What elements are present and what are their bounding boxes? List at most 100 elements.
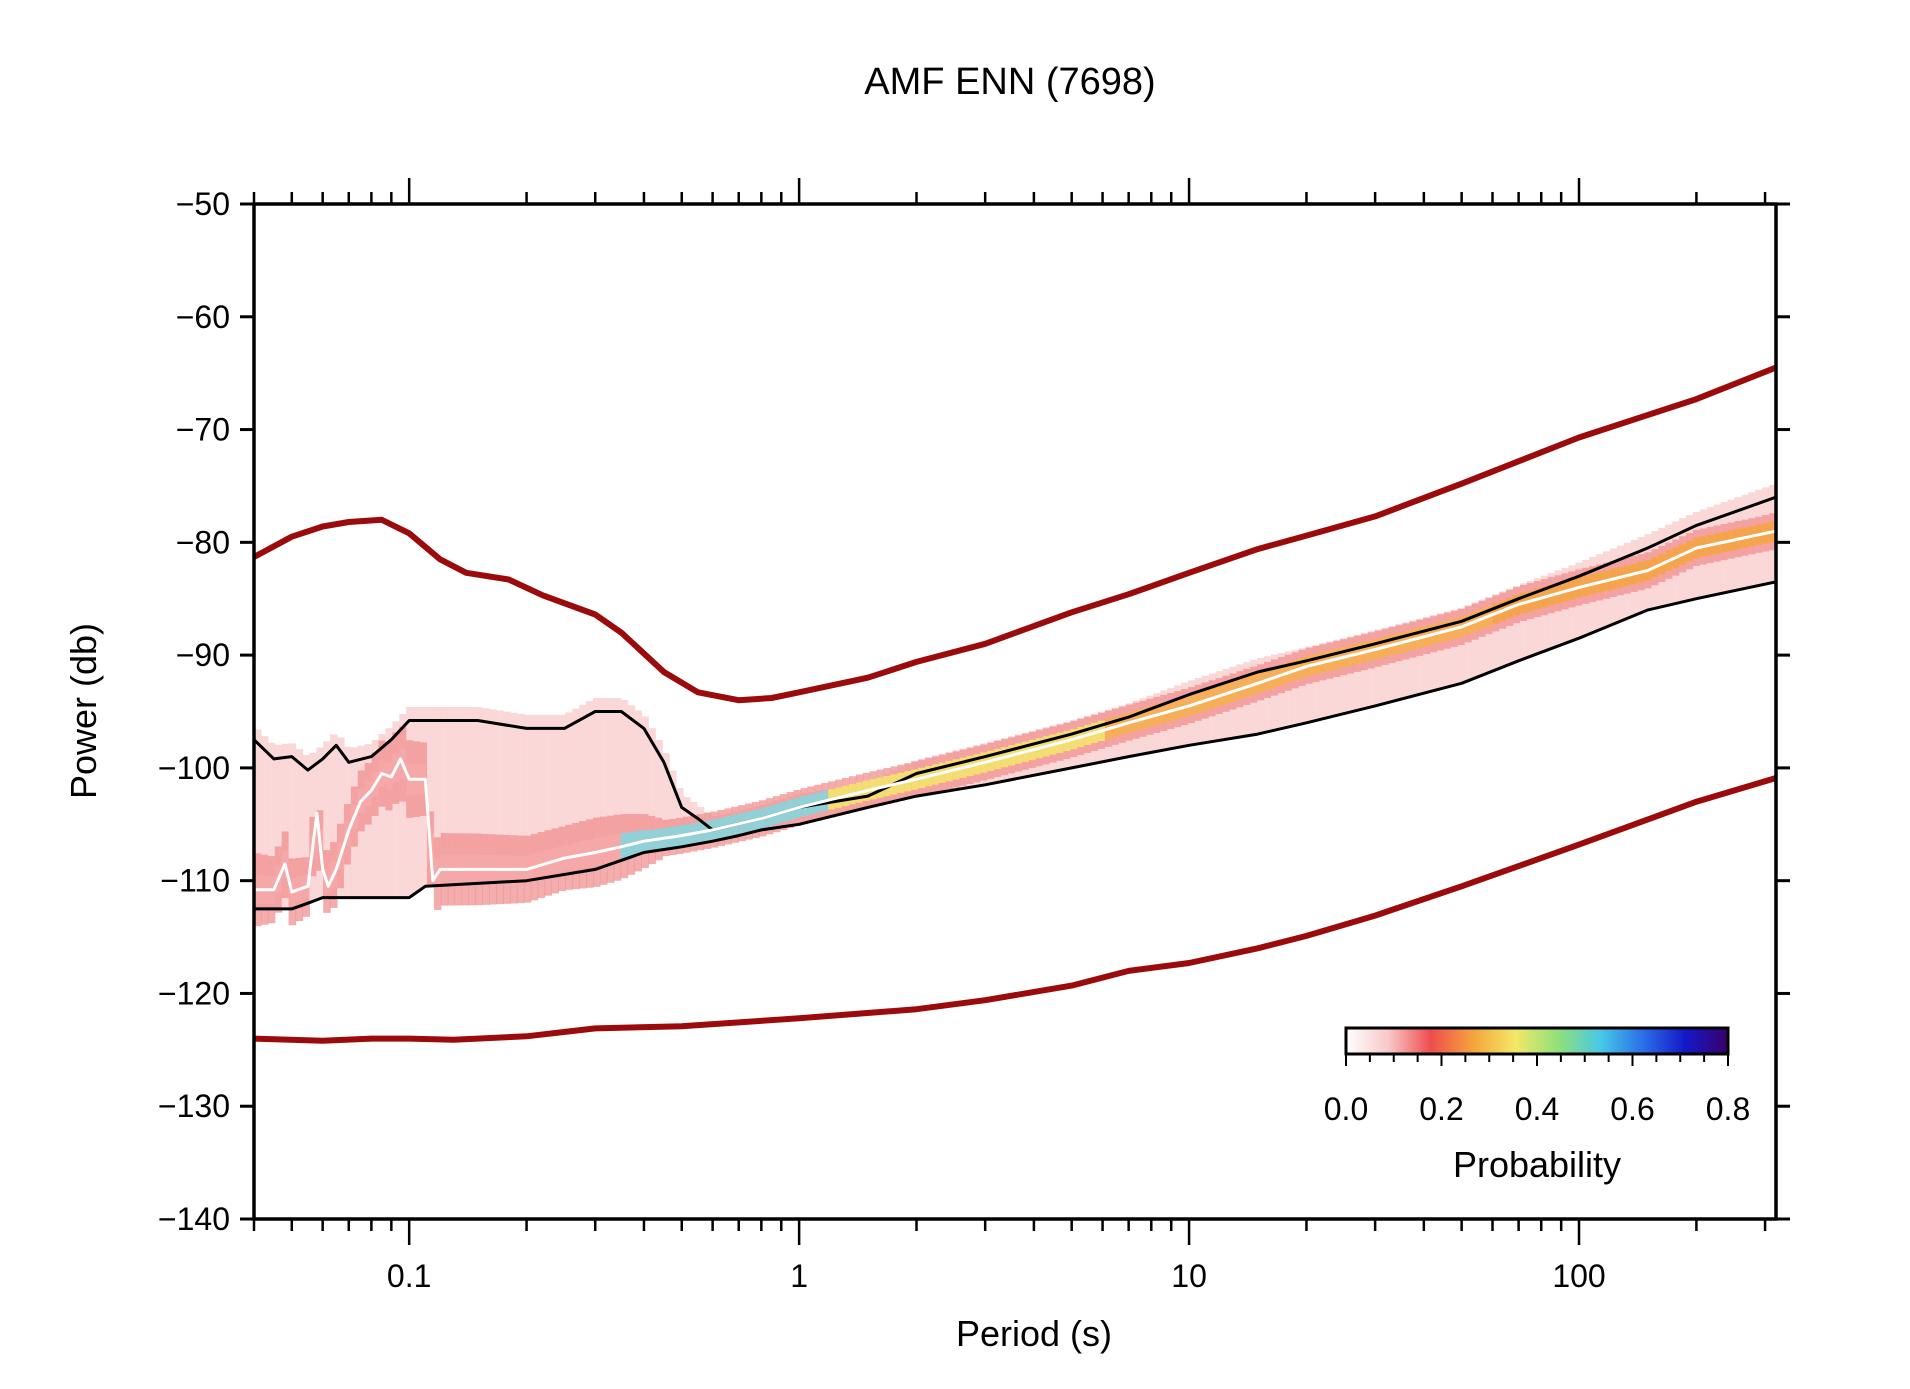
density-cell (572, 708, 580, 873)
colorbar-tick-label: 0.0 (1324, 1091, 1368, 1127)
series-line-upper-percentile (254, 495, 1776, 832)
density-cell (371, 739, 380, 898)
density-cell (447, 706, 456, 885)
colorbar-tick-label: 0.6 (1610, 1091, 1654, 1127)
y-tick-label: −50 (176, 186, 230, 222)
density-cell (1423, 616, 1431, 693)
density-cell (254, 729, 262, 909)
y-tick-label: −60 (176, 299, 230, 335)
density-cell (1395, 624, 1404, 700)
density-cell (1430, 615, 1438, 691)
density-cell (620, 700, 629, 860)
density-cell (1340, 638, 1348, 714)
density-cell (1319, 643, 1327, 719)
density-cell (634, 710, 643, 855)
density-cell (288, 743, 297, 909)
density-cell (482, 708, 490, 883)
colorbar-label: Probability (1453, 1144, 1621, 1185)
y-tick-label: −110 (160, 863, 230, 899)
density-cell (281, 743, 290, 909)
y-tick-label: −90 (176, 637, 230, 673)
series-line-mode (254, 529, 1776, 894)
density-cell (1374, 629, 1383, 706)
density-cell (551, 714, 559, 877)
density-cell (627, 705, 636, 857)
density-cell (295, 749, 304, 907)
density-cell (302, 754, 310, 904)
density-cell (461, 706, 470, 885)
density-cell (592, 697, 601, 869)
y-tick-label: −100 (158, 750, 230, 786)
density-cell (1499, 591, 1507, 668)
y-axis-label: Power (db) (63, 623, 104, 799)
density-cell (385, 728, 393, 898)
density-cell (1312, 644, 1320, 721)
density-cell (440, 706, 449, 886)
y-tick-label: −130 (158, 1088, 230, 1124)
density-cell (544, 714, 553, 878)
density-cell (565, 712, 573, 874)
y-tick-label: −140 (158, 1201, 230, 1237)
series-line-lower-percentile (254, 580, 1776, 911)
density-cell (468, 706, 476, 884)
density-cell (1360, 632, 1369, 709)
density-cell (1409, 620, 1417, 697)
density-cell (496, 710, 504, 883)
density-cell (586, 701, 594, 871)
plot-frame (252, 202, 1778, 1221)
colorbar: 0.0 0.2 0.4 0.6 0.8 Probability (1324, 1026, 1750, 1185)
y-tick-label: −120 (158, 975, 230, 1011)
x-tick-label: 100 (1552, 1258, 1605, 1294)
density-cell (662, 753, 670, 850)
density-cell (267, 742, 276, 909)
density-cell (1457, 607, 1466, 684)
y-tick-label: −80 (176, 524, 230, 560)
y-tick-label: −70 (176, 412, 230, 448)
density-cell (1450, 609, 1459, 686)
x-axis: 0.1 1 10 100 (252, 178, 1767, 1294)
colorbar-tick-label: 0.8 (1706, 1091, 1750, 1127)
density-cell (433, 706, 442, 886)
density-cell (558, 714, 566, 875)
density-cell (1416, 618, 1424, 695)
density-cell (1437, 613, 1445, 689)
density-cell (399, 713, 407, 898)
density-cell (579, 704, 587, 872)
density-cell (1478, 599, 1487, 676)
density-cell (1298, 648, 1307, 724)
density-cell (1492, 594, 1500, 670)
density-cell (1506, 588, 1514, 665)
x-tick-label: 10 (1171, 1258, 1207, 1294)
density-cell (274, 744, 283, 909)
density-cell (392, 721, 400, 898)
series-lines (254, 364, 1776, 1044)
density-cell (454, 706, 463, 885)
series-line-new-low-noise-model (254, 775, 1776, 1044)
colorbar-gradient (1344, 1026, 1730, 1056)
density-cell (1381, 627, 1390, 704)
density-cell (530, 714, 539, 880)
density-cell (1347, 636, 1355, 712)
density-cell (669, 770, 677, 849)
density-cell (655, 739, 663, 851)
density-cell (1402, 622, 1410, 698)
colorbar-tick-label: 0.4 (1515, 1091, 1559, 1127)
y-axis: −50 −60 −70 −80 −90 −100 −110 −120 −130 −140 (158, 186, 1790, 1237)
density-cell (1388, 625, 1397, 702)
density-cell (599, 697, 608, 867)
density-cell (1520, 583, 1528, 659)
chart-title: AMF ENN (7698) (864, 61, 1155, 103)
density-cell (426, 706, 435, 887)
density-cell (606, 697, 615, 865)
density-cell (509, 712, 518, 882)
density-cell (378, 734, 387, 898)
x-tick-label: 1 (790, 1258, 808, 1294)
density-cell (1443, 611, 1452, 688)
density-cell (1367, 631, 1376, 707)
density-cell (641, 716, 649, 853)
density-cell (1353, 634, 1362, 711)
density-cell (330, 734, 338, 898)
density-cell (516, 713, 525, 882)
